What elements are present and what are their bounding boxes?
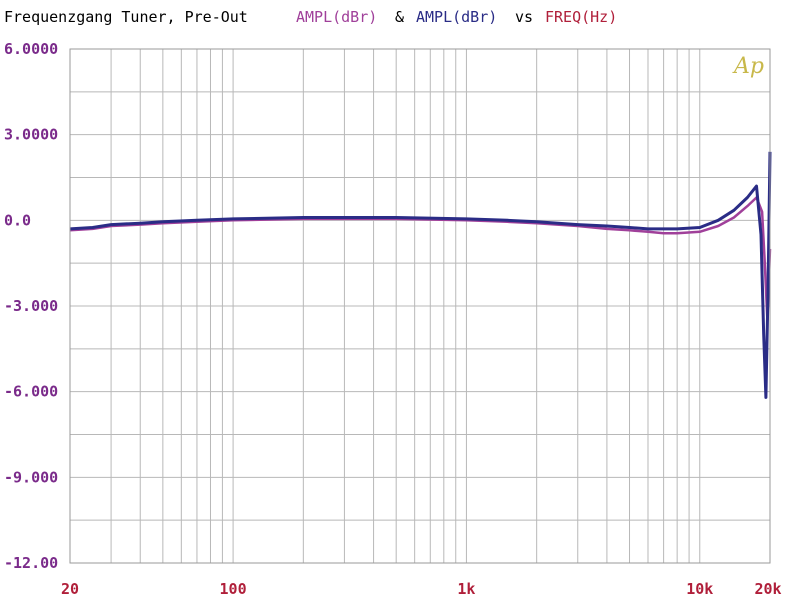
- x-tick-label: 20: [61, 580, 79, 598]
- x-tick-label: 100: [220, 580, 247, 598]
- series-line-1: [69, 196, 772, 322]
- title-vs: vs: [515, 8, 533, 26]
- y-tick-label: -6.000: [4, 383, 58, 401]
- chart-title: Frequenzgang Tuner, Pre-Out AMPL(dBr) & …: [4, 8, 617, 26]
- x-tick-label: 10k: [686, 580, 713, 598]
- title-freq: FREQ(Hz): [545, 8, 617, 26]
- y-tick-label: -3.000: [4, 297, 58, 315]
- y-tick-label: 0.0: [4, 211, 31, 229]
- title-ampersand: &: [395, 8, 404, 26]
- x-axis-ticks: 20 100 1k 10k 20k: [61, 580, 782, 598]
- ap-watermark: Ap: [732, 54, 764, 79]
- series-line-2: [69, 151, 772, 399]
- y-tick-label: -12.00: [4, 554, 58, 572]
- plot-frame: [69, 48, 771, 564]
- x-tick-label: 20k: [754, 580, 781, 598]
- y-tick-label: 3.0000: [4, 126, 58, 144]
- grid: [69, 48, 771, 564]
- y-tick-label: 6.0000: [4, 40, 58, 58]
- y-axis-ticks: 6.0000 3.0000 0.0 -3.000 -6.000 -9.000 -12.00: [4, 40, 58, 572]
- title-series1: AMPL(dBr): [296, 8, 377, 26]
- title-series2: AMPL(dBr): [416, 8, 497, 26]
- title-main: Frequenzgang Tuner, Pre-Out: [4, 8, 248, 26]
- x-tick-label: 1k: [457, 580, 475, 598]
- y-tick-label: -9.000: [4, 468, 58, 486]
- series-lines: [69, 151, 772, 399]
